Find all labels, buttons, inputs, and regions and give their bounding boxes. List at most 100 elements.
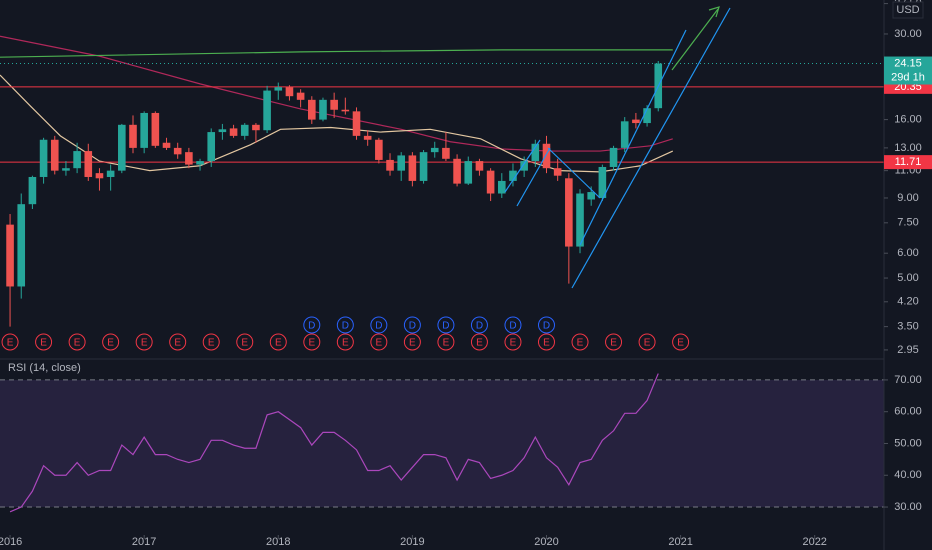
event-label: E: [174, 338, 181, 349]
event-label: E: [409, 338, 416, 349]
candle-body: [464, 161, 473, 184]
x-tick-label: 2016: [0, 536, 22, 548]
x-tick-label: 2018: [266, 536, 290, 548]
candle-body: [430, 147, 439, 153]
event-marker[interactable]: [303, 316, 321, 334]
event-marker[interactable]: [437, 333, 455, 351]
candle-body: [565, 178, 573, 247]
x-tick-label: 2020: [534, 536, 558, 548]
candle-body: [84, 151, 93, 177]
event-label: D: [409, 321, 416, 332]
candle-body: [229, 128, 238, 136]
x-tick-label: 2021: [668, 536, 692, 548]
event-marker[interactable]: [169, 333, 187, 351]
event-marker[interactable]: [470, 316, 488, 334]
y-tick-label: 7.50: [897, 217, 918, 229]
candle-body: [553, 168, 562, 176]
last-price-badge: [884, 56, 932, 85]
event-label: D: [308, 321, 315, 332]
event-label: D: [442, 321, 449, 332]
event-marker[interactable]: [403, 333, 421, 351]
candle-body: [352, 111, 361, 136]
candle-body: [218, 129, 227, 133]
candle-body: [296, 92, 305, 100]
candle-body: [162, 142, 171, 148]
event-marker[interactable]: [638, 333, 656, 351]
event-marker[interactable]: [269, 333, 287, 351]
candle-body: [442, 147, 450, 159]
event-marker[interactable]: [537, 333, 555, 351]
y-tick-label: 60.00: [894, 406, 922, 418]
y-tick-label: 13.00: [894, 142, 922, 154]
arrow-head: [708, 6, 720, 18]
y-tick-label: 16.00: [894, 114, 922, 126]
event-marker[interactable]: [504, 316, 522, 334]
y-tick-label: 2.95: [897, 344, 918, 356]
event-marker[interactable]: [135, 333, 153, 351]
candle-body: [6, 224, 14, 287]
candle-body: [129, 124, 137, 148]
y-tick-label: 50.00: [894, 437, 922, 449]
event-label: E: [342, 338, 349, 349]
event-marker[interactable]: [1, 333, 19, 351]
candle-body: [341, 109, 350, 112]
event-marker[interactable]: [303, 333, 321, 351]
candle-body: [285, 87, 294, 97]
candle-body: [28, 176, 37, 205]
event-label: E: [644, 338, 651, 349]
level-badge: [884, 155, 932, 170]
event-label: D: [342, 321, 349, 332]
candle-body: [73, 151, 81, 169]
event-label: E: [40, 338, 47, 349]
candle-body: [308, 99, 316, 120]
event-marker[interactable]: [35, 333, 53, 351]
event-label: E: [510, 338, 517, 349]
event-label: E: [443, 338, 450, 349]
trend-channel-line: [547, 147, 601, 199]
countdown-label: 29d 1h: [891, 71, 925, 83]
candle-body: [542, 143, 551, 169]
event-marker[interactable]: [537, 316, 555, 334]
event-label: E: [376, 338, 383, 349]
event-marker[interactable]: [336, 316, 354, 334]
event-marker[interactable]: [672, 333, 690, 351]
event-marker[interactable]: [605, 333, 623, 351]
plot-area: D D D D D D D DE E E E E E E E E E E E E E E E E E E E E: [0, 35, 884, 513]
event-marker[interactable]: [336, 333, 354, 351]
candle-body: [106, 170, 115, 177]
event-marker[interactable]: [236, 333, 254, 351]
event-marker[interactable]: [370, 316, 388, 334]
event-marker[interactable]: [370, 333, 388, 351]
candle-body: [386, 159, 394, 171]
candle-body: [643, 108, 651, 124]
candle-body: [39, 139, 48, 177]
event-marker[interactable]: [68, 333, 86, 351]
event-marker[interactable]: [470, 333, 488, 351]
event-marker[interactable]: [571, 333, 589, 351]
candle-body: [375, 139, 383, 160]
rsi-line: [9, 373, 659, 513]
event-label: E: [208, 338, 215, 349]
candle-body: [408, 155, 417, 181]
event-marker[interactable]: [504, 333, 522, 351]
y-tick-label: 30.00: [894, 28, 922, 40]
candle-body: [240, 124, 249, 136]
candle-body: [118, 124, 126, 171]
event-marker[interactable]: [437, 316, 455, 334]
event-marker[interactable]: [202, 333, 220, 351]
event-label: E: [275, 338, 282, 349]
candle-body: [620, 121, 629, 148]
candle-body: [587, 192, 595, 200]
event-marker[interactable]: [102, 333, 120, 351]
candle-body: [531, 143, 540, 162]
candle-body: [140, 112, 148, 148]
candle-body: [252, 124, 260, 131]
candle-body: [632, 119, 640, 124]
candle-body: [486, 170, 495, 194]
candle-body: [363, 135, 372, 140]
event-marker[interactable]: [403, 316, 421, 334]
rsi-band: [0, 379, 884, 508]
y-tick-label: 6.00: [897, 247, 918, 259]
candle-body: [419, 152, 428, 181]
